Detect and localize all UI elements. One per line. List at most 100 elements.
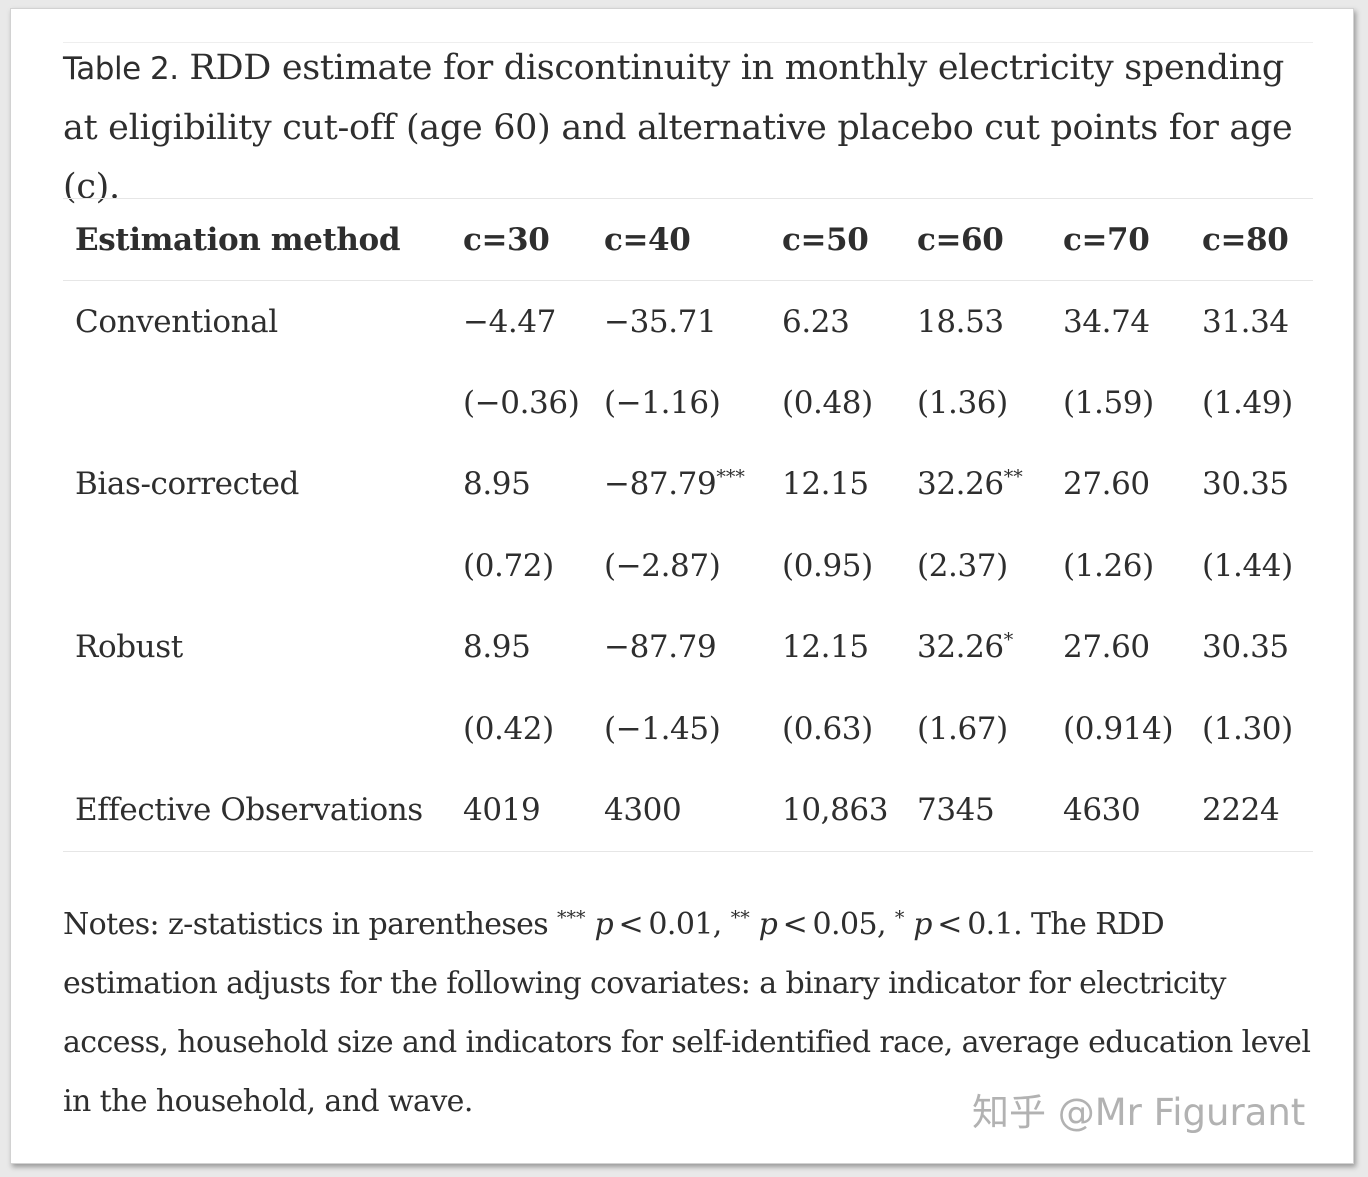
cell-value: 7345 [917,792,995,828]
notes-t1: < 0.01, [613,907,731,942]
cell-value: 4019 [463,792,541,828]
table-cell: 7345 [917,770,1063,852]
cell-value: −87.79 [604,466,717,503]
table-cell: (0.48) [782,362,917,444]
header-c40: c=40 [604,221,691,258]
cell-value: 30.35 [1202,466,1289,503]
table-cell: −35.71 [604,281,782,363]
cell-value: 6.23 [782,303,850,340]
notes-lead: Notes: z-statistics in parentheses [63,907,558,942]
table-cell: (−1.16) [604,362,782,444]
header-estimation-method: Estimation method [75,221,401,258]
cell-value: −35.71 [604,303,717,340]
table-cell: −87.79*** [604,444,782,526]
notes-t3: < 0.1. The RDD estimation adjusts for th… [63,907,1311,1119]
cell-value: (−2.87) [604,547,721,584]
results-table: Estimation method c=30 c=40 c=50 c=60 c=… [63,198,1313,852]
table-cell: 31.34 [1202,281,1313,363]
table-cell: (0.42) [463,688,604,770]
row-label [63,688,463,770]
notes-star3: *** [557,907,586,929]
table-cell: 32.26* [917,607,1063,689]
table-cell: 30.35 [1202,607,1313,689]
cell-value: 32.26 [917,466,1004,503]
cell-value: 8.95 [463,466,531,503]
table-row: Conventional −4.47 −35.71 6.23 18.53 34.74 31.… [63,281,1313,363]
table-cell: (1.36) [917,362,1063,444]
table-cell: −87.79 [604,607,782,689]
table-cell: 32.26** [917,444,1063,526]
table-cell: 8.95 [463,607,604,689]
cell-value: (0.48) [782,384,873,421]
cell-value: 12.15 [782,466,869,503]
header-c30: c=30 [463,221,550,258]
caption-text: RDD estimate for discontinuity in monthl… [63,48,1293,207]
header-c60: c=60 [917,221,1004,258]
cell-value: (0.95) [782,547,873,584]
caption-label: Table 2. [63,51,179,87]
figure-frame: Table 2. RDD estimate for discontinuity … [10,8,1354,1164]
notes-p3: p [913,907,932,942]
table-cell: (1.59) [1063,362,1202,444]
header-c50: c=50 [782,221,869,258]
cell-value: (1.59) [1063,384,1154,421]
table-caption: Table 2. RDD estimate for discontinuity … [63,39,1313,217]
cell-value: (1.44) [1202,547,1293,584]
notes-star2: ** [730,907,750,929]
cell-value: (0.72) [463,547,554,584]
cell-value: (0.914) [1063,710,1174,747]
table-cell: 8.95 [463,444,604,526]
cell-value: −87.79 [604,629,717,666]
table-cell: 10,863 [782,770,917,852]
table-cell: (1.67) [917,688,1063,770]
row-label [63,362,463,444]
table-cell: (0.95) [782,525,917,607]
cell-value: 30.35 [1202,629,1289,666]
table-cell: (2.37) [917,525,1063,607]
table-cell: (−1.45) [604,688,782,770]
cell-value: 4300 [604,792,682,828]
table-cell: (−2.87) [604,525,782,607]
cell-value: (0.63) [782,710,873,747]
header-row: Estimation method c=30 c=40 c=50 c=60 c=… [63,198,1313,281]
table-cell: (1.26) [1063,525,1202,607]
watermark: 知乎 @Mr Figurant [972,1091,1306,1134]
cell-value: 27.60 [1063,629,1150,666]
table-cell: 18.53 [917,281,1063,363]
notes-t2: < 0.05, [777,907,895,942]
cell-value: 27.60 [1063,466,1150,503]
table-cell: 27.60 [1063,444,1202,526]
table-row: Effective Observations 4019 4300 10,863 7345… [63,770,1313,852]
row-label [63,525,463,607]
table-cell: 6.23 [782,281,917,363]
cell-value: (−1.45) [604,710,721,747]
notes-p1: p [594,907,614,942]
cell-value: (2.37) [917,547,1008,584]
cell-value: (1.49) [1202,384,1293,421]
cell-value: (−1.16) [604,384,721,421]
cell-value: (1.26) [1063,547,1154,584]
significance-stars: * [1003,629,1014,652]
table-cell: 4300 [604,770,782,852]
table-cell: (−0.36) [463,362,604,444]
table-cell: (0.914) [1063,688,1202,770]
table-cell: 34.74 [1063,281,1202,363]
table-cell: 12.15 [782,607,917,689]
table-cell: 2224 [1202,770,1313,852]
cell-value: −4.47 [463,303,556,340]
notes-p2: p [758,907,778,942]
cell-value: 2224 [1202,792,1280,828]
table-cell: 4630 [1063,770,1202,852]
cell-value: 34.74 [1063,303,1150,340]
cell-value: (1.67) [917,710,1008,747]
table-body: Conventional −4.47 −35.71 6.23 18.53 34.74 31.… [63,281,1313,852]
cell-value: 32.26 [917,629,1004,666]
table-cell: 12.15 [782,444,917,526]
cell-value: 31.34 [1202,303,1289,340]
table-cell: (1.30) [1202,688,1313,770]
cell-value: 18.53 [917,303,1004,340]
table-cell: (0.72) [463,525,604,607]
significance-stars: ** [1003,466,1023,489]
table-cell: (1.49) [1202,362,1313,444]
significance-stars: *** [716,466,745,489]
